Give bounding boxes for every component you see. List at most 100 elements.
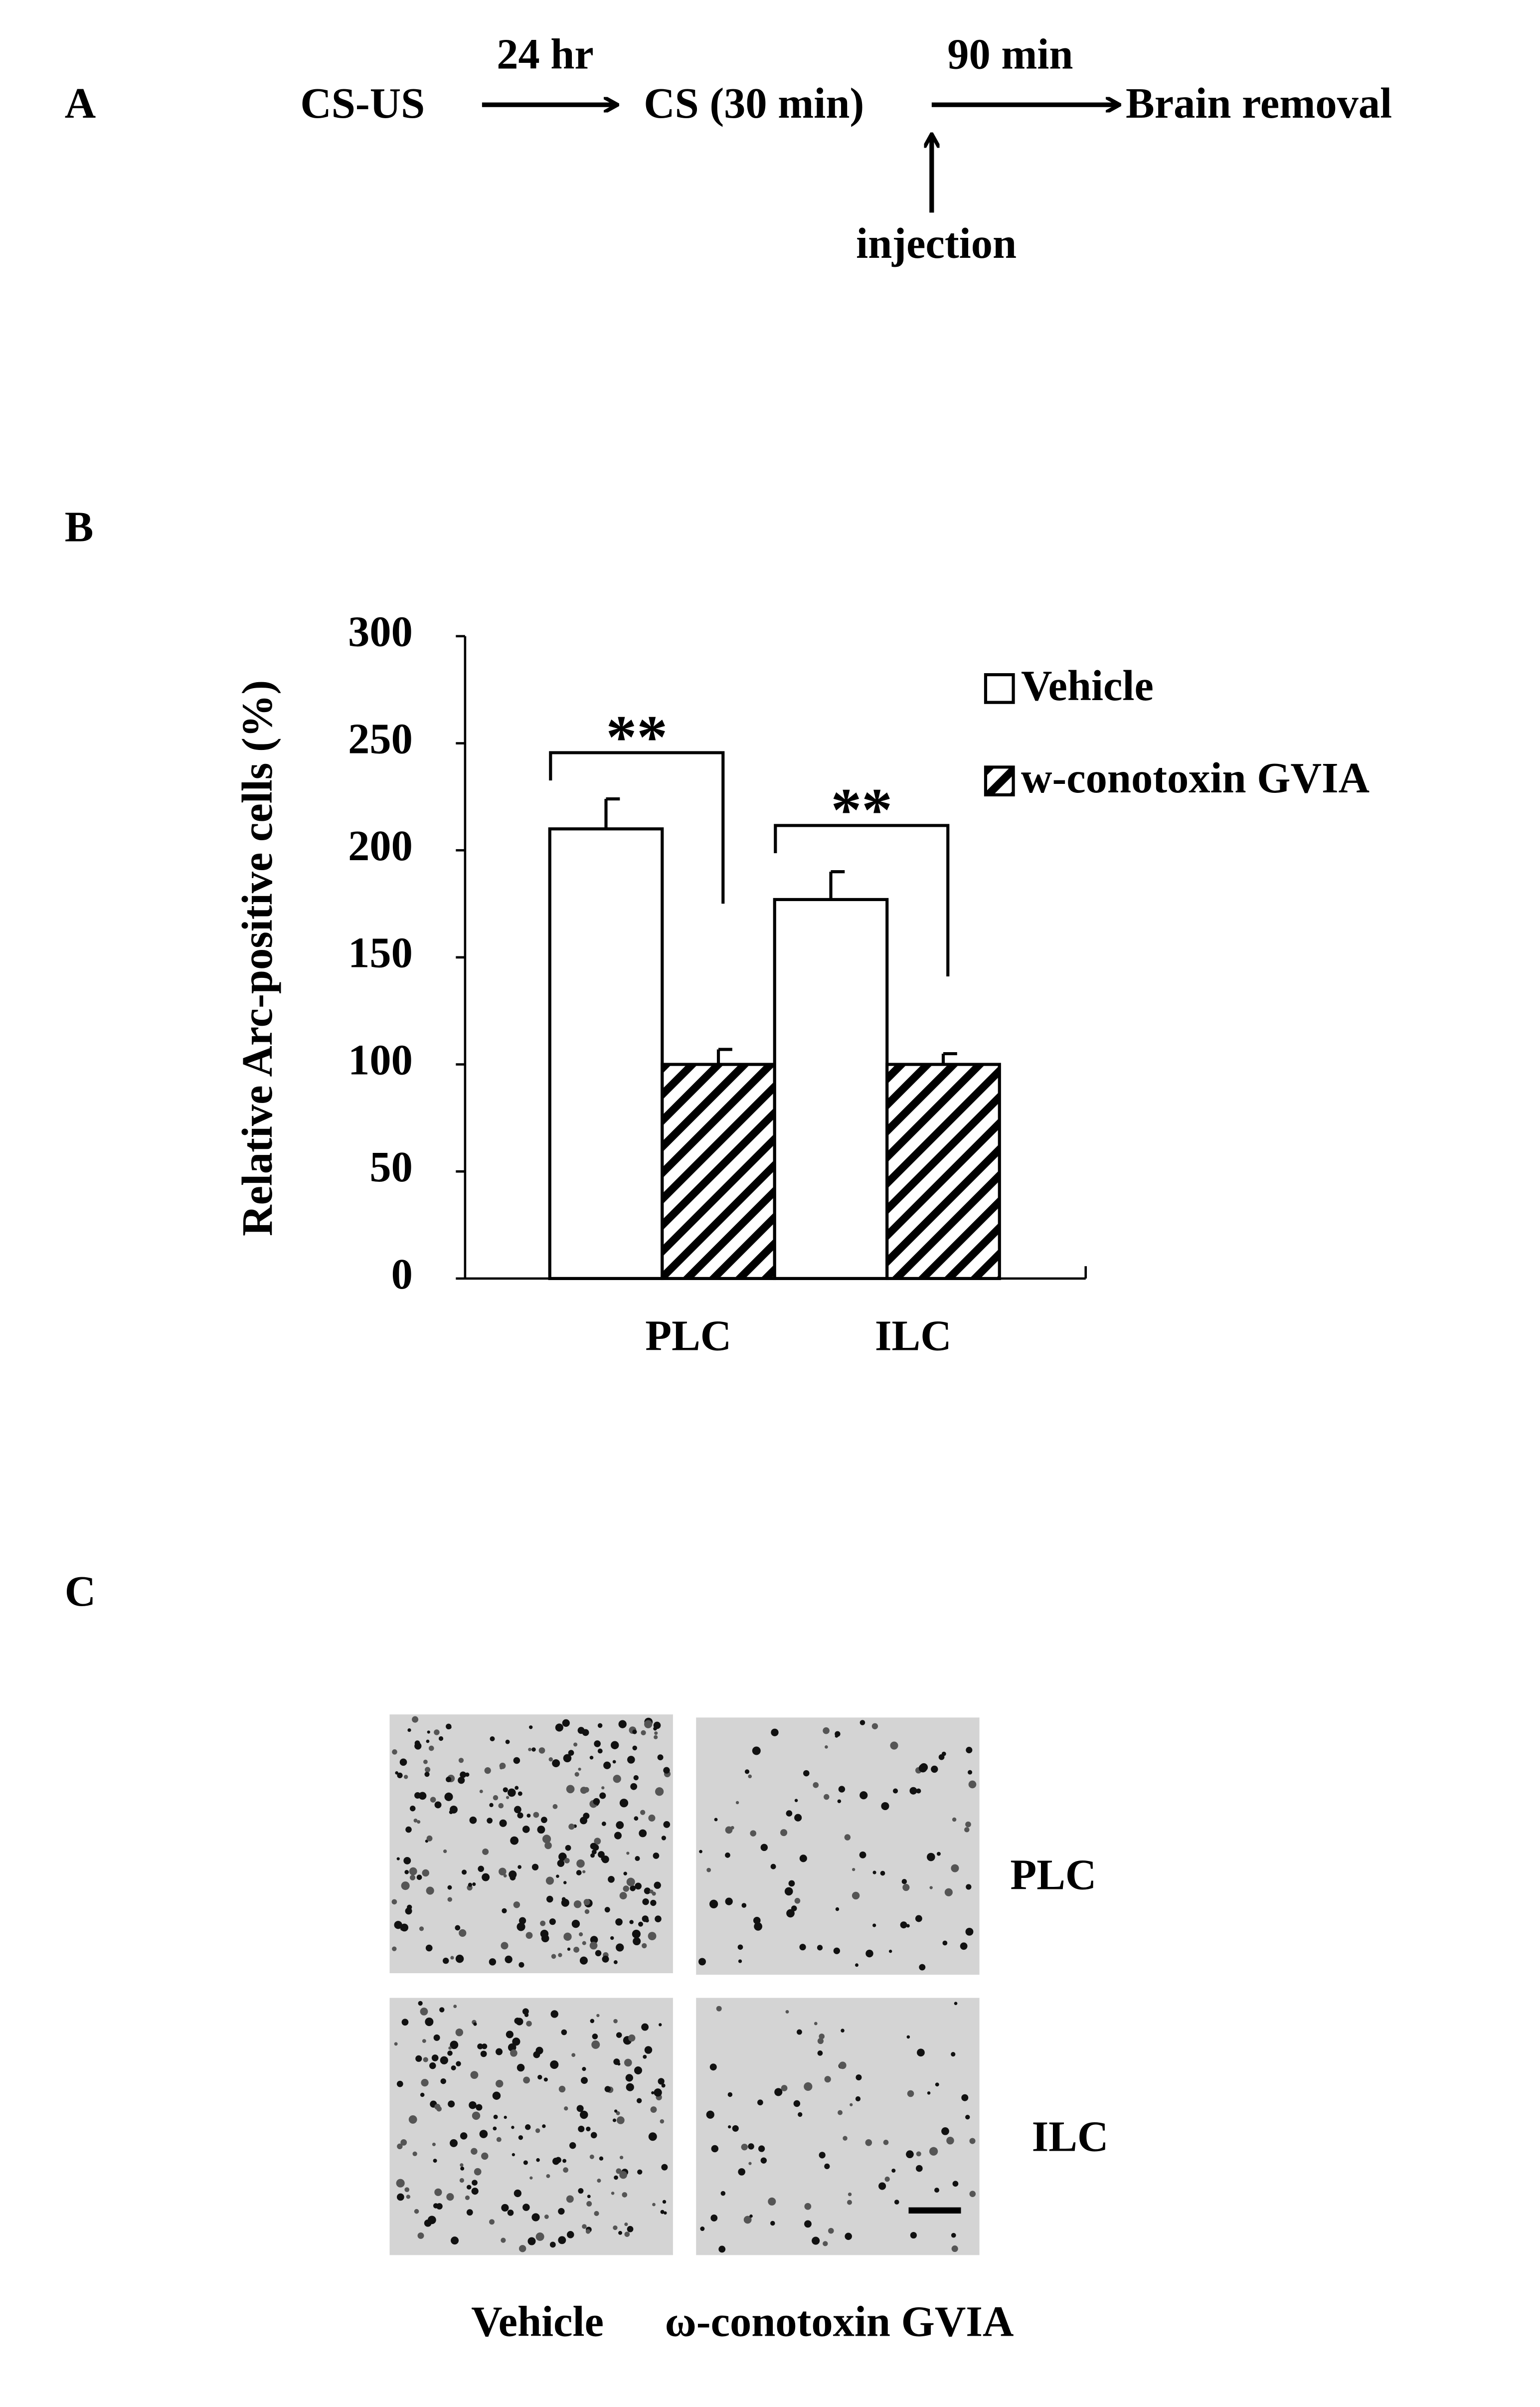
- cell: [591, 2040, 600, 2049]
- cell: [531, 1863, 539, 1870]
- cell: [616, 1943, 624, 1952]
- cell: [794, 1898, 801, 1904]
- cell: [455, 1925, 461, 1931]
- cell: [856, 2074, 862, 2081]
- cell: [551, 1954, 556, 1959]
- cell: [587, 2195, 591, 2199]
- cell: [443, 1849, 447, 1853]
- cell: [627, 1756, 635, 1764]
- cell: [465, 1772, 470, 1777]
- cell: [748, 2162, 752, 2165]
- cell: [872, 1923, 876, 1927]
- cell: [839, 2061, 847, 2069]
- cell: [730, 1826, 734, 1830]
- cell: [397, 2193, 404, 2201]
- cell: [615, 1918, 623, 1926]
- cell: [516, 1922, 525, 1931]
- cell: [459, 1929, 467, 1937]
- cell: [941, 2127, 949, 2135]
- cell: [812, 2236, 820, 2245]
- error-bar: [604, 797, 620, 829]
- cell: [711, 2145, 719, 2153]
- cell: [760, 2157, 767, 2164]
- y-tick-label: 200: [348, 822, 413, 870]
- y-tick-label: 250: [348, 715, 413, 762]
- cell: [401, 1881, 410, 1890]
- cell: [640, 1810, 646, 1815]
- cell: [447, 1897, 452, 1902]
- cell: [799, 1944, 806, 1951]
- cell: [536, 2158, 540, 2162]
- cell: [517, 1865, 521, 1869]
- cell: [552, 1759, 560, 1767]
- cell: [894, 2200, 899, 2205]
- cell: [823, 1727, 830, 1734]
- cell: [425, 1944, 433, 1952]
- legend-swatch: [984, 673, 1015, 704]
- cell: [584, 1909, 590, 1914]
- cell: [590, 2132, 597, 2139]
- cell: [549, 2241, 556, 2248]
- cell: [476, 2104, 483, 2111]
- cell: [628, 2034, 636, 2042]
- cell: [450, 2139, 458, 2147]
- cell: [652, 2203, 656, 2207]
- cell: [850, 2103, 853, 2106]
- cell: [951, 1864, 959, 1872]
- cell: [952, 2181, 959, 2187]
- cell: [655, 1915, 662, 1922]
- cell: [614, 2175, 618, 2180]
- cell: [410, 1806, 416, 1812]
- cell: [916, 1788, 921, 1794]
- cell: [493, 1795, 499, 1801]
- cell: [619, 2156, 624, 2160]
- cell: [568, 1750, 574, 1756]
- cell: [422, 1869, 430, 1877]
- cell: [469, 1816, 477, 1824]
- cell: [548, 1757, 553, 1762]
- cell: [644, 1720, 653, 1728]
- cell: [563, 1881, 567, 1884]
- cell: [602, 1955, 609, 1963]
- cell: [413, 1819, 418, 1823]
- cell: [451, 2065, 456, 2070]
- cell: [482, 1873, 490, 1881]
- cell: [604, 2086, 611, 2092]
- cell: [611, 1741, 619, 1749]
- cell: [817, 1945, 823, 1951]
- cell: [401, 2019, 409, 2026]
- cell: [542, 1835, 551, 1844]
- y-tick-label: 150: [348, 929, 413, 977]
- column-label: Vehicle: [471, 2297, 604, 2345]
- cell: [608, 1875, 615, 1883]
- cell: [574, 1772, 579, 1777]
- cell: [901, 1878, 907, 1884]
- cell: [753, 1916, 761, 1924]
- cell: [654, 2088, 662, 2097]
- cell: [859, 1720, 865, 1725]
- step: CS-US: [300, 79, 425, 127]
- cell: [430, 1797, 436, 1803]
- cell: [817, 2037, 824, 2044]
- cell: [424, 2219, 432, 2227]
- cell: [968, 1770, 973, 1775]
- cell: [490, 1736, 495, 1742]
- cell: [512, 2153, 515, 2157]
- cell: [844, 1834, 851, 1841]
- cell: [426, 1739, 430, 1743]
- error-bar: [716, 1048, 732, 1065]
- cell: [900, 1921, 907, 1929]
- cell: [625, 2074, 633, 2082]
- cell: [447, 2050, 453, 2056]
- cell: [727, 2092, 733, 2097]
- y-tick-label: 300: [348, 608, 413, 656]
- cell: [391, 1899, 397, 1905]
- cell: [414, 1792, 421, 1799]
- cell: [408, 2115, 417, 2124]
- cell: [752, 1746, 761, 1755]
- cell: [396, 2080, 403, 2087]
- cell: [728, 2125, 731, 2129]
- cell: [518, 1962, 524, 1968]
- cell: [518, 1917, 526, 1924]
- cell: [456, 2061, 461, 2066]
